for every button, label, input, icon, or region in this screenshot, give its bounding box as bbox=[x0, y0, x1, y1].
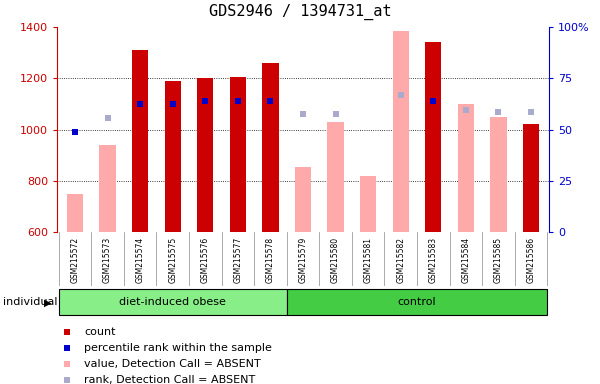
FancyBboxPatch shape bbox=[59, 290, 287, 315]
Bar bbox=[295, 167, 311, 232]
Bar bbox=[100, 145, 116, 232]
Text: GSM215577: GSM215577 bbox=[233, 237, 242, 283]
Text: GSM215585: GSM215585 bbox=[494, 237, 503, 283]
Bar bbox=[67, 194, 83, 232]
Text: GSM215573: GSM215573 bbox=[103, 237, 112, 283]
Text: GSM215582: GSM215582 bbox=[396, 237, 405, 283]
Bar bbox=[262, 63, 278, 232]
Text: rank, Detection Call = ABSENT: rank, Detection Call = ABSENT bbox=[84, 374, 256, 384]
Bar bbox=[164, 81, 181, 232]
Text: GSM215576: GSM215576 bbox=[201, 237, 210, 283]
Bar bbox=[197, 78, 214, 232]
Text: GSM215574: GSM215574 bbox=[136, 237, 145, 283]
Text: individual: individual bbox=[3, 297, 58, 308]
Text: GSM215583: GSM215583 bbox=[429, 237, 438, 283]
Bar bbox=[392, 31, 409, 232]
Text: value, Detection Call = ABSENT: value, Detection Call = ABSENT bbox=[84, 359, 261, 369]
Bar bbox=[458, 104, 474, 232]
Text: GSM215580: GSM215580 bbox=[331, 237, 340, 283]
Text: GSM215579: GSM215579 bbox=[299, 237, 308, 283]
Text: count: count bbox=[84, 327, 116, 337]
Text: diet-induced obese: diet-induced obese bbox=[119, 297, 226, 308]
Bar bbox=[490, 117, 506, 232]
Bar bbox=[230, 77, 246, 232]
Text: GSM215575: GSM215575 bbox=[168, 237, 177, 283]
Text: GSM215584: GSM215584 bbox=[461, 237, 470, 283]
Text: control: control bbox=[398, 297, 436, 308]
Bar bbox=[425, 42, 442, 232]
Text: GSM215586: GSM215586 bbox=[527, 237, 536, 283]
FancyBboxPatch shape bbox=[287, 290, 547, 315]
Text: percentile rank within the sample: percentile rank within the sample bbox=[84, 343, 272, 353]
Bar bbox=[360, 176, 376, 232]
Text: ▶: ▶ bbox=[44, 297, 51, 308]
Bar bbox=[328, 122, 344, 232]
Text: GDS2946 / 1394731_at: GDS2946 / 1394731_at bbox=[209, 4, 391, 20]
Bar bbox=[523, 124, 539, 232]
Text: GSM215581: GSM215581 bbox=[364, 237, 373, 283]
Text: GSM215572: GSM215572 bbox=[70, 237, 79, 283]
Bar bbox=[132, 50, 148, 232]
Text: GSM215578: GSM215578 bbox=[266, 237, 275, 283]
